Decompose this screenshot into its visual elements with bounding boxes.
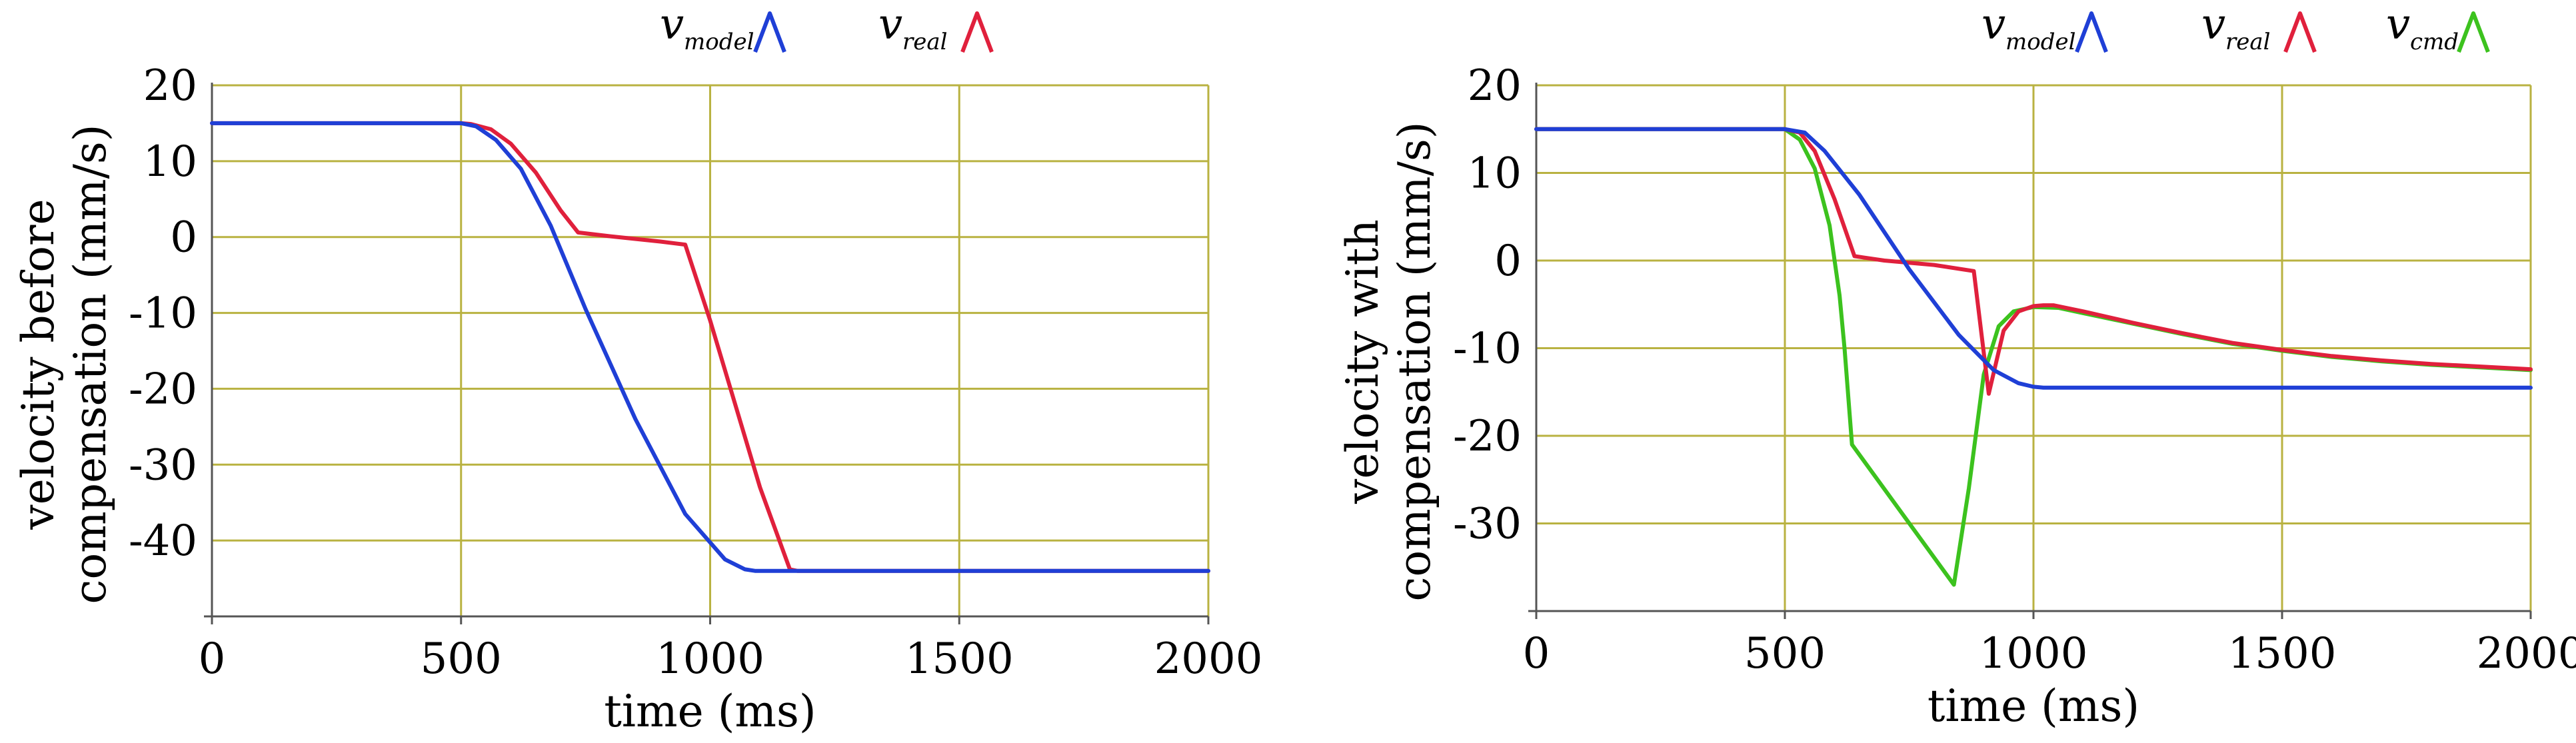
legend-entry-model: v model — [1981, 0, 2108, 55]
y-tick-label: -10 — [1453, 325, 1522, 374]
x-tick-label: 500 — [421, 634, 502, 684]
x-tick-label: 0 — [199, 634, 226, 684]
axes — [1528, 83, 2532, 619]
y-tick-label: 20 — [143, 61, 197, 111]
y-tick-label: 0 — [1494, 237, 1522, 286]
x-tick-label: 2000 — [1154, 634, 1263, 684]
x-tick-label: 500 — [1744, 629, 1826, 678]
y-tick-label: 20 — [1468, 61, 1522, 111]
gridlines — [212, 84, 1210, 616]
legend-symbol: v — [660, 0, 684, 49]
y-tick-label: 10 — [1468, 149, 1522, 199]
legend-subscript: model — [2005, 29, 2075, 55]
series-line-real — [1534, 127, 2533, 396]
x-tick-label: 0 — [1523, 629, 1550, 678]
legend-subscript: cmd — [2410, 29, 2459, 55]
legend-swatch-cmd — [2457, 11, 2490, 53]
y-axis-label-line: compensation (mm/s) — [1389, 122, 1440, 602]
legend-entry-real: v real — [2201, 0, 2317, 55]
series-line-real — [210, 121, 1210, 573]
y-axis-label-line: velocity before — [13, 199, 64, 530]
y-tick-label: 0 — [170, 213, 197, 263]
legend-entry-model: v model — [660, 0, 786, 55]
legend-subscript: real — [2225, 29, 2271, 55]
legend-swatch-real — [960, 11, 994, 53]
y-axis-label: velocity with compensation (mm/s) — [1337, 122, 1440, 602]
y-tick-label: -20 — [1453, 412, 1522, 461]
y-tick-label: -40 — [129, 516, 197, 566]
legend-entry-cmd: v cmd — [2386, 0, 2490, 55]
x-tick-label: 1500 — [2228, 629, 2337, 678]
legend-subscript: model — [684, 29, 754, 55]
legend-subscript: real — [902, 29, 948, 55]
legend-entry-real: v real — [878, 0, 994, 55]
y-tick-label: -30 — [129, 440, 197, 490]
axes — [204, 83, 1210, 624]
legend-swatch-real — [2283, 11, 2317, 53]
y-tick-label: 10 — [143, 137, 197, 187]
legend: v model v real v cmd — [1981, 0, 2490, 55]
legend-swatch-model — [753, 11, 786, 53]
y-axis-label-line: velocity with — [1337, 219, 1388, 504]
x-tick-label: 2000 — [2477, 629, 2576, 678]
series-line-model — [210, 121, 1210, 573]
legend-symbol: v — [2386, 0, 2410, 49]
x-tick-label: 1500 — [905, 634, 1014, 684]
y-tick-label: -10 — [129, 289, 197, 339]
x-axis-label: time (ms) — [604, 686, 816, 737]
y-axis-label-line: compensation (mm/s) — [65, 125, 116, 604]
legend-swatch-model — [2075, 11, 2108, 53]
y-tick-label: -20 — [129, 365, 197, 414]
legend-symbol: v — [1981, 0, 2005, 49]
x-tick-label: 1000 — [656, 634, 764, 684]
x-tick-label: 1000 — [1979, 629, 2088, 678]
legend: v model v real — [660, 0, 994, 55]
gridlines — [1536, 84, 2532, 611]
y-tick-label: -30 — [1453, 500, 1522, 549]
legend-symbol: v — [2201, 0, 2225, 49]
chart-left-velocity-before-compensation: 20 10 0 -10 -20 -30 -40 0 500 1000 1500 2000 time (m… — [13, 0, 1262, 737]
series-line-model — [1534, 127, 2533, 390]
legend-symbol: v — [878, 0, 902, 49]
y-axis-label: velocity before compensation (mm/s) — [13, 125, 116, 604]
x-axis-label: time (ms) — [1928, 680, 2139, 732]
chart-right-velocity-with-compensation: 20 10 0 -10 -20 -30 0 500 1000 1500 2000 time (ms) v… — [1337, 0, 2576, 732]
